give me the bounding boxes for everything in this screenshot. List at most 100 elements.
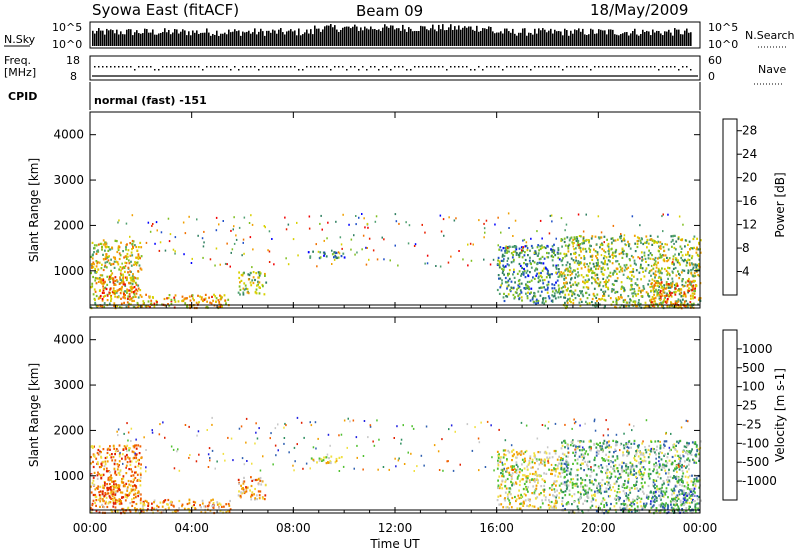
data-cell	[672, 258, 674, 261]
data-cell	[693, 272, 696, 275]
data-cell	[676, 496, 679, 499]
data-cell	[128, 483, 131, 486]
data-cell	[587, 286, 590, 289]
data-cell	[630, 278, 633, 281]
data-cell	[312, 458, 315, 461]
data-cell	[554, 452, 557, 455]
data-cell	[497, 259, 499, 262]
data-cell	[505, 248, 508, 251]
data-cell	[151, 506, 153, 509]
data-cell	[663, 507, 666, 510]
data-cell	[99, 289, 101, 292]
data-cell	[597, 443, 599, 446]
data-cell	[606, 445, 609, 448]
data-cell	[684, 281, 687, 284]
data-cell	[118, 460, 121, 463]
data-cell	[526, 280, 529, 284]
data-cell	[630, 510, 633, 514]
data-cell	[687, 444, 690, 447]
data-cell	[644, 257, 647, 260]
data-cell	[629, 465, 632, 468]
data-cell	[667, 471, 670, 474]
data-cell	[106, 487, 109, 490]
data-cell	[642, 466, 645, 469]
data-cell	[97, 485, 100, 488]
data-cell	[601, 500, 604, 503]
data-cell	[594, 494, 596, 497]
data-cell	[122, 283, 125, 286]
data-cell	[108, 470, 110, 473]
noise-bar	[502, 33, 504, 46]
data-cell	[113, 447, 116, 450]
data-cell	[692, 288, 695, 291]
data-cell	[201, 296, 203, 299]
noise-bar	[430, 28, 432, 46]
data-cell	[598, 489, 601, 492]
data-cell	[544, 498, 547, 502]
data-cell	[671, 238, 674, 242]
data-cell	[620, 240, 623, 243]
data-cell	[638, 299, 640, 302]
nave-dot	[382, 66, 384, 68]
data-cell	[504, 463, 506, 466]
data-cell	[170, 298, 173, 301]
data-cell	[652, 484, 654, 487]
noise-bar	[558, 30, 560, 46]
data-cell	[649, 270, 651, 273]
data-cell	[134, 471, 136, 474]
data-cell	[533, 505, 536, 508]
noise-bar	[330, 24, 332, 46]
data-cell	[678, 457, 680, 460]
data-cell	[623, 249, 625, 252]
data-cell	[535, 252, 537, 255]
data-cell	[126, 288, 128, 291]
data-cell	[108, 291, 111, 294]
nave-dot	[322, 66, 324, 68]
data-cell	[625, 468, 628, 471]
data-cell	[643, 254, 646, 257]
data-cell	[268, 230, 271, 233]
data-cell	[250, 484, 253, 488]
data-cell	[130, 276, 133, 279]
data-cell	[139, 493, 142, 496]
data-cell	[550, 500, 553, 504]
data-cell	[570, 285, 572, 288]
data-cell	[320, 214, 322, 217]
data-cell	[685, 264, 688, 267]
data-cell	[628, 305, 631, 308]
data-cell	[591, 504, 594, 507]
data-cell	[510, 252, 513, 255]
data-cell	[125, 472, 128, 475]
data-cell	[616, 272, 618, 275]
nave-dot	[278, 66, 280, 68]
data-cell	[268, 250, 271, 253]
data-cell	[153, 507, 155, 510]
data-cell	[546, 291, 549, 294]
data-cell	[680, 256, 683, 260]
data-cell	[389, 259, 391, 262]
data-cell	[572, 299, 575, 302]
data-cell	[340, 255, 343, 258]
data-cell	[689, 283, 692, 286]
data-cell	[654, 256, 657, 260]
data-cell	[506, 477, 509, 481]
data-cell	[254, 487, 256, 491]
noise-bar	[520, 32, 522, 46]
data-cell	[596, 491, 599, 494]
nave-dot	[186, 66, 188, 68]
data-cell	[612, 467, 614, 470]
data-cell	[127, 259, 130, 262]
data-cell	[570, 236, 573, 239]
data-cell	[648, 453, 651, 456]
noise-bar	[246, 31, 248, 46]
data-cell	[127, 439, 129, 442]
data-cell	[123, 292, 125, 296]
data-cell	[92, 465, 95, 469]
data-cell	[564, 301, 566, 304]
data-cell	[244, 284, 247, 287]
data-cell	[242, 272, 245, 275]
data-cell	[251, 279, 254, 282]
noise-bar	[346, 26, 348, 46]
